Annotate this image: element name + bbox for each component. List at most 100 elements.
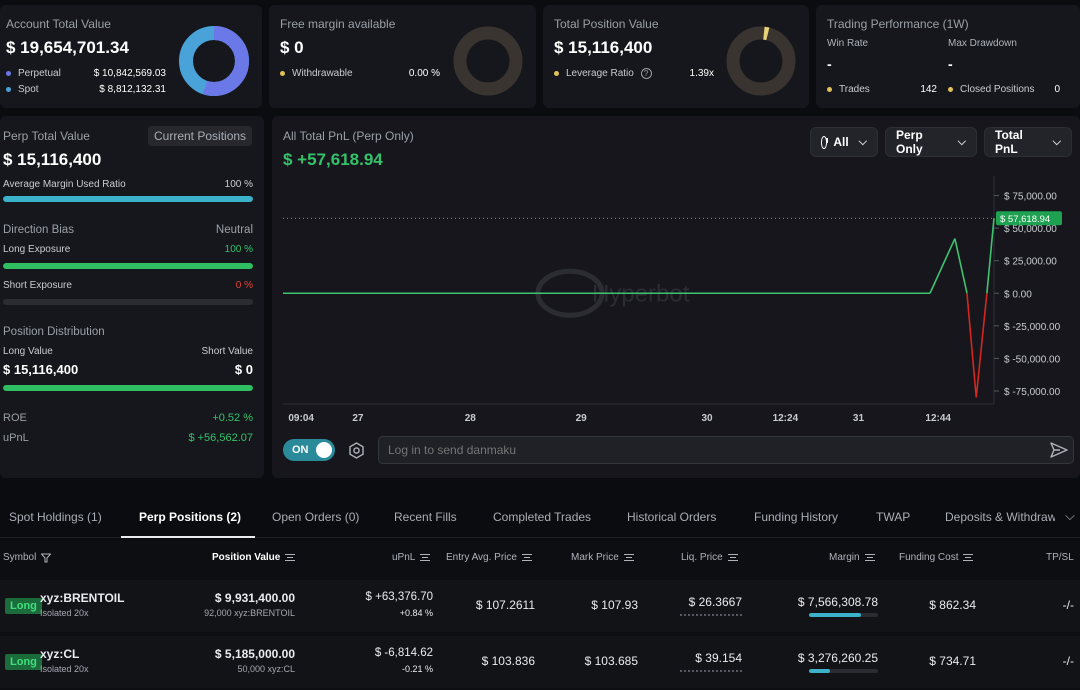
sort-icon [864,554,875,561]
margin-usage-bar [809,669,878,673]
header-symbol[interactable]: Symbol [3,552,52,563]
spot-label: Spot [18,84,39,95]
account-total-label: Account Total Value [6,17,111,31]
trades-dot [827,86,832,92]
scope-filter-label: Perp Only [896,128,923,156]
x-tick-label: 09:04 [288,413,314,424]
danmaku-toggle[interactable]: ON [283,439,335,461]
header-entry-price[interactable]: Entry Avg. Price [446,552,532,563]
tpsl-value[interactable]: -/- [1062,654,1074,668]
margin-mode: Isolated 20x [40,608,89,618]
avg-margin-label: Average Margin Used Ratio [3,179,126,190]
current-value-tag [996,211,1062,226]
upnl-row: uPnL $ +56,562.07 [3,432,253,444]
header-margin-label: Margin [829,552,860,563]
y-tick-label: $ 75,000.00 [1004,192,1057,203]
range-filter-dropdown[interactable]: All ⌵ [810,127,878,157]
perpetual-dot [6,70,11,76]
closed-value: 0 [1054,84,1060,95]
header-position-value[interactable]: Position Value [212,552,296,563]
header-mark-price[interactable]: Mark Price [571,552,634,563]
positions-tabs [0,496,1080,538]
header-liq-price[interactable]: Liq. Price [681,552,738,563]
current-value-tag-label: $ 57,618.94 [1000,214,1050,225]
symbol-name[interactable]: xyz:CL [40,647,80,661]
distribution-label: Position Distribution [3,326,105,338]
avg-margin-bar [3,196,253,202]
sort-icon [285,554,296,561]
tab-historical-orders[interactable]: Historical Orders [627,510,717,524]
x-tick-label: 31 [853,413,865,424]
tab-spot-holdings[interactable]: Spot Holdings (1) [9,510,102,524]
tabs-expand-chevron-icon[interactable]: ⌵ [1065,508,1075,523]
distribution-values-row: $ 15,116,400 $ 0 [3,362,253,377]
long-exposure-row: Long Exposure 100 % [3,244,253,255]
entry-price: $ 103.836 [481,654,535,668]
closed-positions-row: Closed Positions 0 [948,84,1060,95]
header-margin[interactable]: Margin [829,552,875,563]
header-upnl[interactable]: uPnL [392,552,431,563]
funding-cost: $ 862.34 [929,598,976,612]
upnl-value: $ -6,814.62 [374,647,433,659]
symbol-name[interactable]: xyz:BRENTOIL [40,591,125,605]
y-tick-label: $ -75,000.00 [1004,387,1061,398]
tab-recent-fills[interactable]: Recent Fills [394,510,457,524]
current-positions-button[interactable]: Current Positions [148,126,253,146]
tab-perp-positions[interactable]: Perp Positions (2) [139,510,242,524]
long-exposure-label: Long Exposure [3,244,71,255]
clock-icon [821,135,828,149]
closed-label: Closed Positions [960,84,1035,95]
metric-filter-label: Total PnL [995,128,1023,156]
pnl-series-segment [929,238,956,294]
info-icon[interactable]: ? [640,68,652,79]
short-exposure-label: Short Exposure [3,280,72,291]
send-icon[interactable] [1050,442,1068,458]
metric-filter-dropdown[interactable]: Total PnL ⌵ [984,127,1072,157]
header-funding-cost[interactable]: Funding Cost [899,552,974,563]
upnl-percent: -0.21 % [401,664,433,674]
scope-filter-dropdown[interactable]: Perp Only ⌵ [885,127,977,157]
tab-open-orders[interactable]: Open Orders (0) [272,510,360,524]
long-exposure-bar [3,263,253,269]
table-row[interactable] [0,580,1080,632]
x-tick-label: 30 [701,413,713,424]
perp-panel: Perp Total Value Current Positions $ 15,… [0,116,264,478]
filter-icon[interactable] [41,553,52,563]
tab-funding-history[interactable]: Funding History [754,510,839,524]
max-drawdown-label: Max Drawdown [948,38,1017,49]
trading-performance-card: Trading Performance (1W) Win Rate - Max … [816,5,1080,108]
mark-price: $ 103.685 [584,654,638,668]
pnl-series-segment [966,293,978,398]
x-tick-label: 28 [465,413,477,424]
tab-completed-trades[interactable]: Completed Trades [493,510,592,524]
range-filter-label: All [833,135,849,149]
short-value: $ 0 [234,362,253,377]
liq-price: $ 39.154 [695,651,742,665]
position-size: 92,000 xyz:BRENTOIL [204,608,295,618]
settings-icon[interactable] [348,442,365,459]
danmaku-input[interactable] [378,436,1074,464]
tab-deposits-withdrawals[interactable]: Deposits & Withdraw [945,510,1055,524]
direction-bias-row: Direction Bias Neutral [3,224,253,236]
long-value: $ 15,116,400 [3,362,79,377]
funding-cost: $ 734.71 [929,654,976,668]
header-funding-label: Funding Cost [899,552,959,563]
chevron-down-icon: ⌵ [858,135,867,148]
sort-icon [963,554,974,561]
perp-total-value: $ 15,116,400 [3,150,102,169]
leverage-value: 1.39x [689,68,714,79]
position-donut-chart [726,26,796,96]
y-tick-label: $ 50,000.00 [1004,224,1057,235]
pnl-chart-title: All Total PnL (Perp Only) [283,129,414,143]
entry-price: $ 107.2611 [475,598,535,612]
win-rate-value: - [827,56,832,72]
perpetual-row: Perpetual $ 10,842,569.03 [6,68,166,79]
upnl-label: uPnL [3,432,29,444]
upnl-value: $ +63,376.70 [365,591,433,603]
short-exposure-bar [3,299,253,305]
tab-twap[interactable]: TWAP [876,510,911,524]
y-tick-label: $ -25,000.00 [1004,322,1061,333]
table-row[interactable] [0,636,1080,688]
roe-label: ROE [3,412,27,424]
tpsl-value[interactable]: -/- [1062,598,1074,612]
